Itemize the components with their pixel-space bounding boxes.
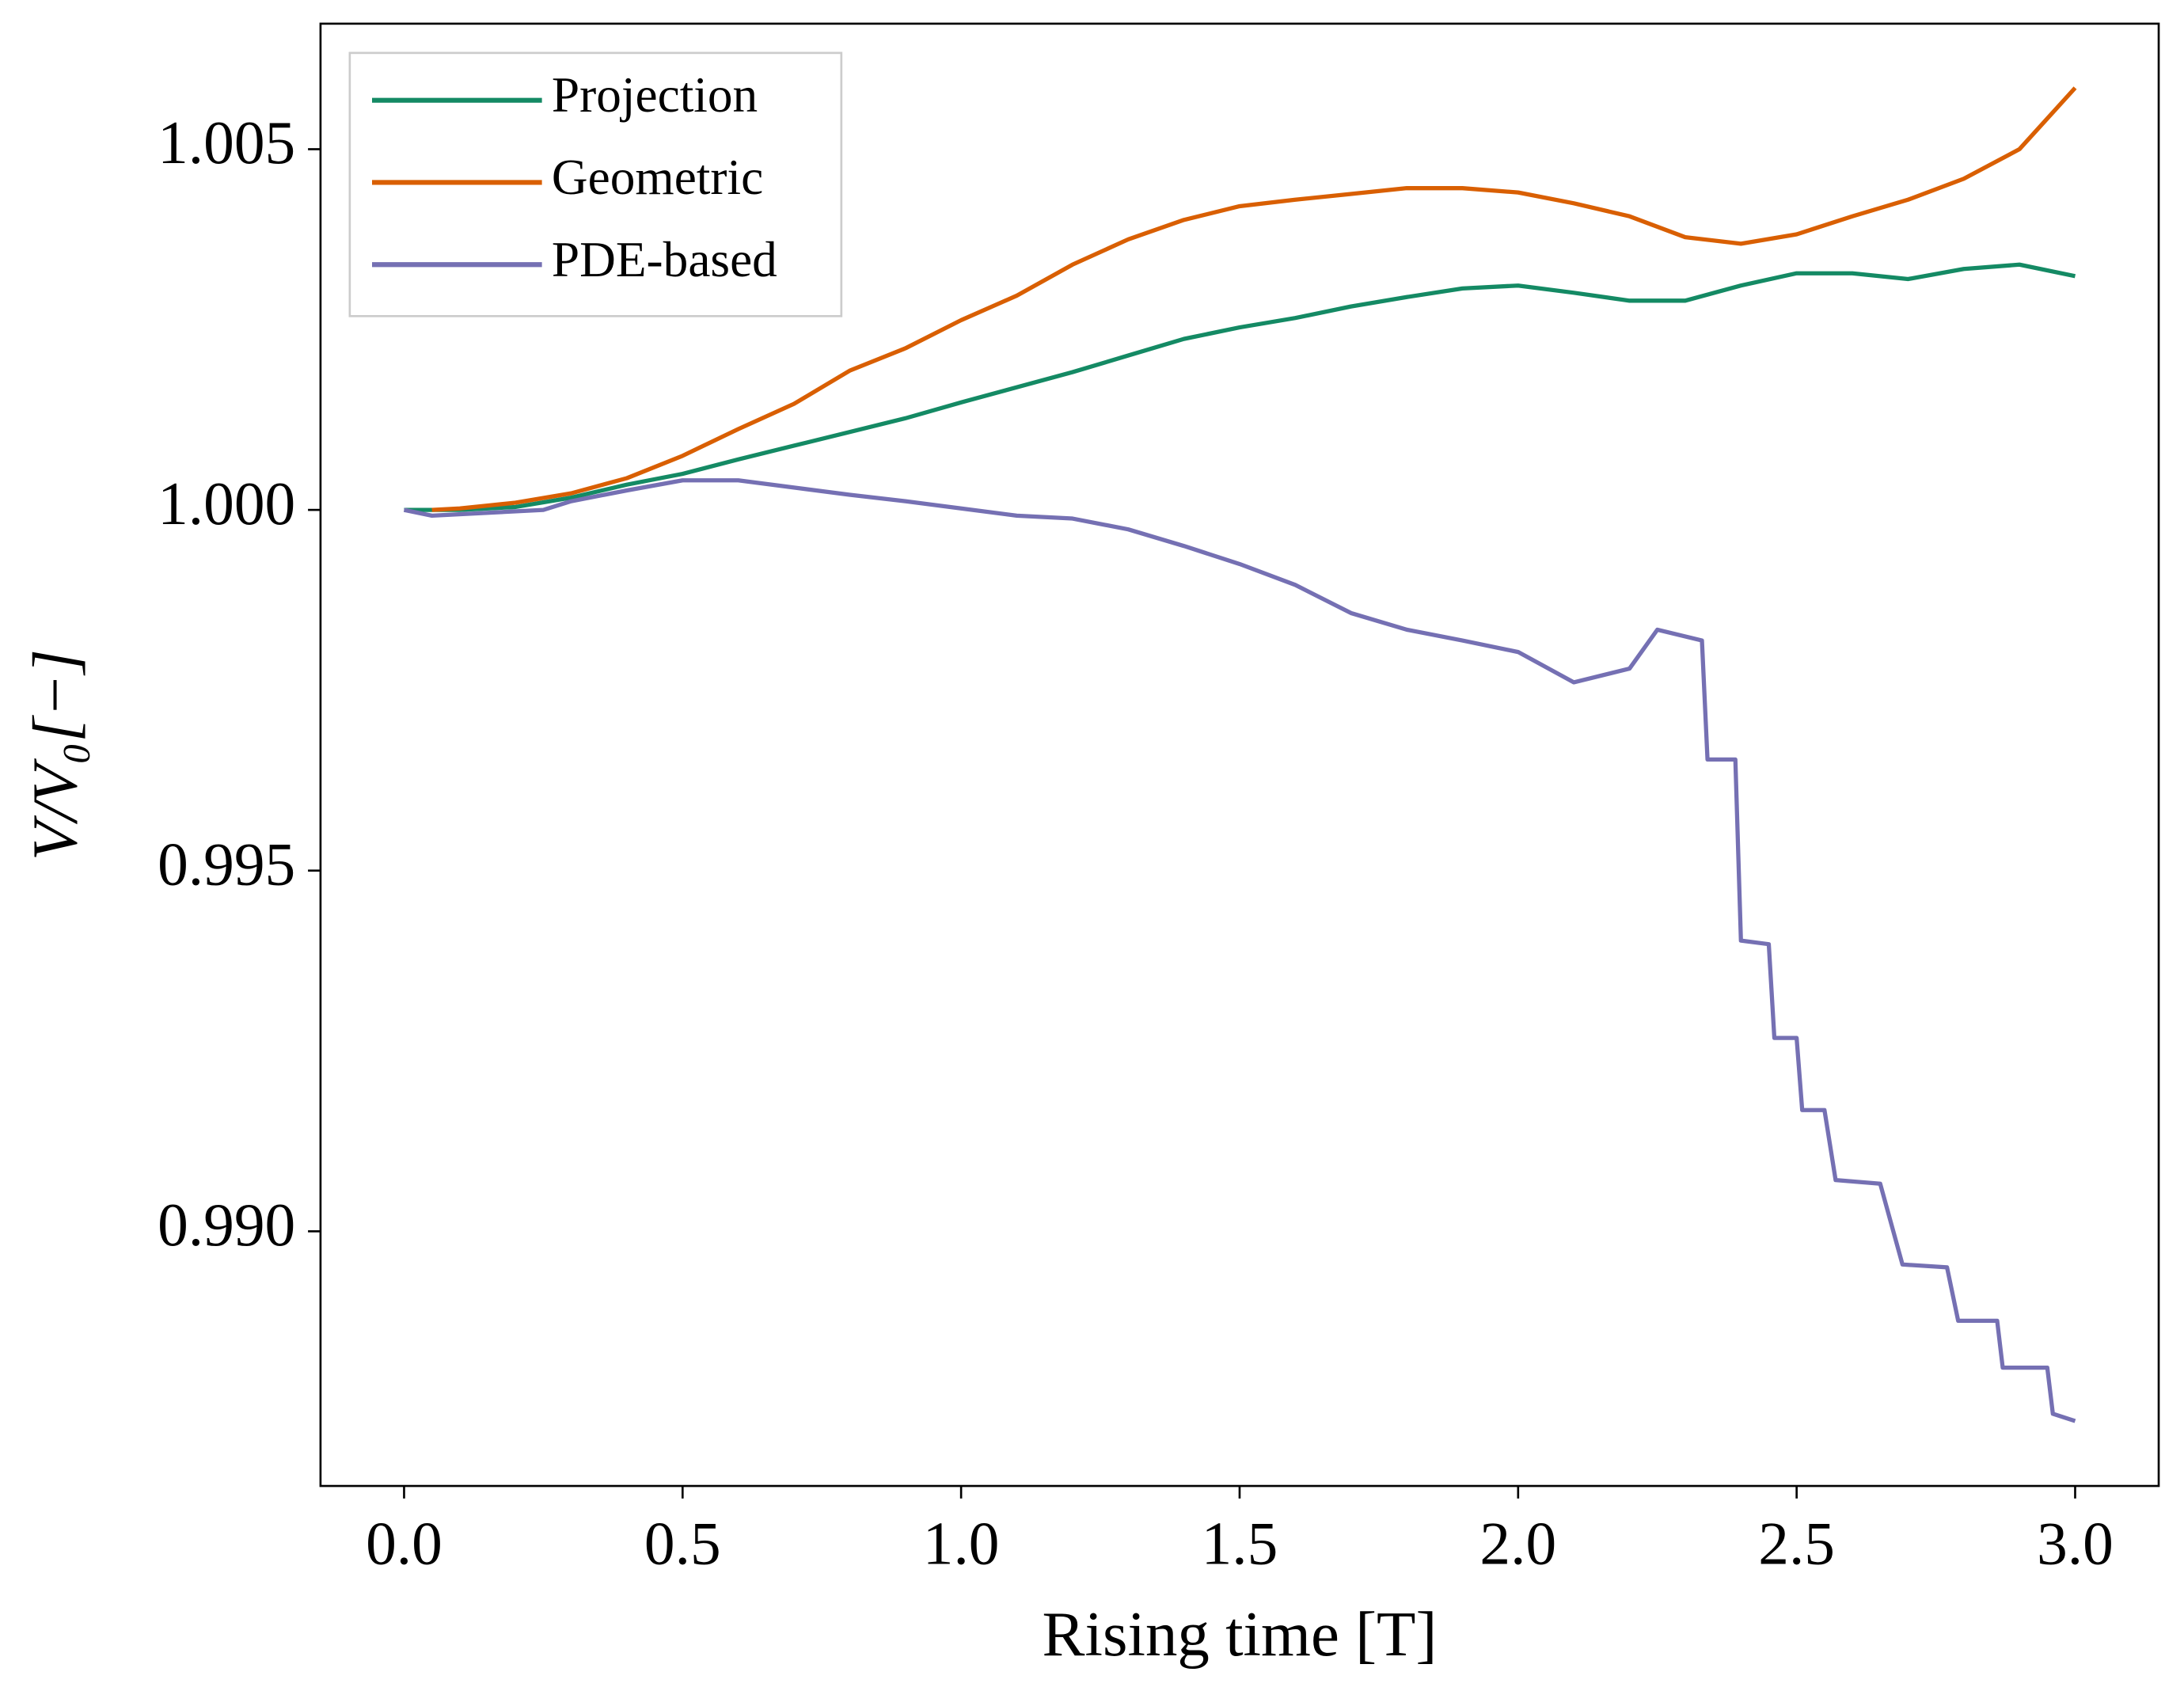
legend-label: Geometric bbox=[552, 150, 763, 205]
y-tick-label: 0.990 bbox=[158, 1191, 295, 1259]
x-tick-label: 1.5 bbox=[1202, 1510, 1278, 1578]
line-series bbox=[404, 262, 2076, 512]
x-tick-label: 0.0 bbox=[366, 1510, 442, 1578]
y-tick-label: 1.005 bbox=[158, 108, 295, 177]
legend-label: Projection bbox=[552, 67, 758, 123]
plot-frame bbox=[319, 22, 2160, 1488]
line-series bbox=[431, 86, 2077, 512]
y-tick-label: 0.995 bbox=[158, 830, 295, 899]
x-tick-label: 1.0 bbox=[923, 1510, 1000, 1578]
x-tick-label: 3.0 bbox=[2037, 1510, 2114, 1578]
x-tick-label: 2.0 bbox=[1479, 1510, 1556, 1578]
x-axis-label: Rising time [T] bbox=[1043, 1598, 1438, 1670]
line-series bbox=[403, 478, 2076, 1423]
y-axis-label: V/V₀[−] bbox=[19, 649, 90, 861]
x-tick-label: 0.5 bbox=[644, 1510, 721, 1578]
y-tick-label: 1.000 bbox=[158, 469, 295, 538]
x-tick-label: 2.5 bbox=[1758, 1510, 1835, 1578]
legend-label: PDE-based bbox=[552, 232, 777, 287]
